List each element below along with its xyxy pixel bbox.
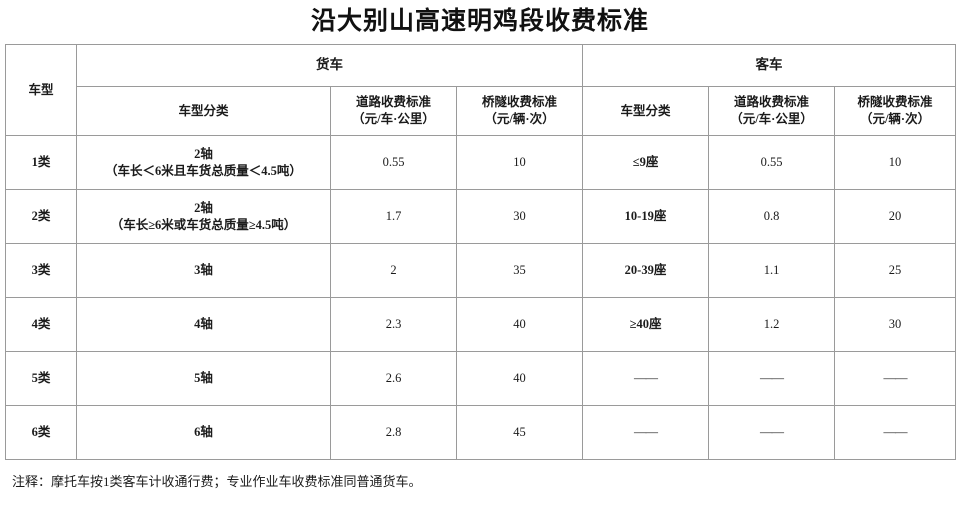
- table-footnote-row: 注释：摩托车按1类客车计收通行费；专业作业车收费标准同普通货车。: [4, 459, 957, 505]
- table-header-group-row: 车型 货车 客车: [5, 44, 957, 136]
- cell-bus-class: 10-19座: [582, 189, 710, 244]
- table-row: 3类 3轴 2 35 20-39座 1.1 25: [5, 243, 957, 298]
- table-row: 4类 4轴 2.3 40 ≥40座 1.2 30: [5, 297, 957, 352]
- cell-bus-bridge-rate: 10: [834, 135, 957, 190]
- table-row: 6类 6轴 2.8 45 —— —— ——: [5, 405, 957, 460]
- cell-truck-class: 2轴 （车长＜6米且车货总质量＜4.5吨）: [76, 135, 331, 190]
- cell-bus-bridge-rate: ——: [834, 351, 957, 406]
- header-bus-class: 车型分类: [582, 86, 710, 136]
- cell-truck-road-rate: 0.55: [330, 135, 457, 190]
- cell-bus-class: ——: [582, 405, 710, 460]
- header-group-bus: 客车: [582, 44, 957, 87]
- table-row: 1类 2轴 （车长＜6米且车货总质量＜4.5吨） 0.55 10 ≤9座 0.5…: [5, 135, 957, 190]
- cell-truck-road-rate: 1.7: [330, 189, 457, 244]
- header-bus-bridge-rate-label: 桥隧收费标准: [857, 95, 933, 110]
- cell-vehicle-type: 6类: [5, 405, 77, 460]
- cell-bus-road-rate: ——: [708, 351, 836, 406]
- cell-bus-road-rate: 1.1: [708, 243, 836, 298]
- cell-bus-bridge-rate: 30: [834, 297, 957, 352]
- header-group-truck: 货车: [75, 44, 584, 87]
- cell-truck-road-rate: 2: [330, 243, 457, 298]
- cell-truck-class: 6轴: [76, 405, 331, 460]
- toll-rate-table: 车型 货车 客车 车型分类 道路收费标准 （元/车·公里） 桥隧收费标准 （元/…: [4, 44, 957, 505]
- page-title: 沿大别山高速明鸡段收费标准: [310, 8, 649, 35]
- cell-truck-class-main: 2轴: [194, 200, 213, 215]
- header-bus-road-rate: 道路收费标准 （元/车·公里）: [708, 86, 836, 136]
- cell-bus-class: ——: [582, 351, 710, 406]
- cell-truck-road-rate: 2.3: [330, 297, 457, 352]
- cell-truck-class: 2轴 （车长≥6米或车货总质量≥4.5吨）: [76, 189, 331, 244]
- table-header-column-row: 车型分类 道路收费标准 （元/车·公里） 桥隧收费标准 （元/辆·次） 车型分类…: [6, 86, 957, 136]
- header-truck-road-rate-unit: （元/车·公里）: [352, 112, 435, 126]
- cell-truck-class-main: 4轴: [194, 317, 213, 332]
- table-row: 2类 2轴 （车长≥6米或车货总质量≥4.5吨） 1.7 30 10-19座 0…: [5, 189, 957, 244]
- toll-rate-page: 沿大别山高速明鸡段收费标准 车型 货车 客车 车型分类 道路收费标准: [4, 8, 957, 505]
- header-truck-bridge-rate-unit: （元/辆·次）: [484, 112, 555, 126]
- cell-truck-road-rate: 2.8: [330, 405, 457, 460]
- cell-truck-class-main: 3轴: [194, 263, 213, 278]
- cell-bus-class: 20-39座: [582, 243, 710, 298]
- cell-truck-bridge-rate: 35: [455, 243, 584, 298]
- header-bus-road-rate-label: 道路收费标准: [734, 95, 810, 110]
- header-vehicle-type: 车型: [5, 44, 77, 136]
- cell-bus-road-rate: ——: [708, 405, 836, 460]
- cell-truck-class-main: 6轴: [194, 425, 213, 440]
- cell-truck-class: 5轴: [76, 351, 331, 406]
- header-truck-road-rate-label: 道路收费标准: [355, 95, 431, 110]
- header-truck-class-label: 车型分类: [178, 103, 229, 118]
- cell-truck-class-main: 5轴: [194, 371, 213, 386]
- header-truck-bridge-rate-label: 桥隧收费标准: [482, 95, 558, 110]
- cell-truck-bridge-rate: 30: [455, 189, 584, 244]
- header-bus-class-label: 车型分类: [620, 103, 671, 118]
- cell-truck-class: 4轴: [76, 297, 331, 352]
- header-bus-bridge-rate-unit: （元/辆·次）: [859, 112, 931, 126]
- table-row: 5类 5轴 2.6 40 —— —— ——: [5, 351, 957, 406]
- cell-vehicle-type: 5类: [5, 351, 77, 406]
- cell-bus-bridge-rate: 20: [834, 189, 957, 244]
- cell-bus-road-rate: 1.2: [708, 297, 836, 352]
- cell-truck-class-sub: （车长≥6米或车货总质量≥4.5吨）: [110, 217, 297, 232]
- cell-truck-bridge-rate: 40: [455, 351, 584, 406]
- cell-truck-class-main: 2轴: [194, 146, 213, 161]
- cell-bus-road-rate: 0.8: [708, 189, 836, 244]
- header-truck-road-rate: 道路收费标准 （元/车·公里）: [330, 86, 457, 136]
- cell-bus-class: ≤9座: [582, 135, 710, 190]
- cell-truck-class-sub: （车长＜6米且车货总质量＜4.5吨）: [105, 163, 302, 178]
- cell-vehicle-type: 1类: [5, 135, 77, 190]
- cell-truck-class: 3轴: [76, 243, 331, 298]
- header-bus-road-rate-unit: （元/车·公里）: [730, 112, 813, 126]
- header-bus-bridge-rate: 桥隧收费标准 （元/辆·次）: [834, 86, 957, 136]
- footnote-text: 注释：摩托车按1类客车计收通行费；专业作业车收费标准同普通货车。: [4, 459, 957, 505]
- cell-truck-road-rate: 2.6: [330, 351, 457, 406]
- cell-bus-class: ≥40座: [582, 297, 710, 352]
- cell-vehicle-type: 2类: [5, 189, 77, 244]
- cell-truck-bridge-rate: 40: [455, 297, 584, 352]
- cell-bus-road-rate: 0.55: [708, 135, 836, 190]
- cell-truck-bridge-rate: 45: [455, 405, 584, 460]
- header-truck-bridge-rate: 桥隧收费标准 （元/辆·次）: [455, 86, 584, 136]
- header-truck-class: 车型分类: [76, 86, 331, 136]
- cell-bus-bridge-rate: 25: [834, 243, 957, 298]
- cell-bus-bridge-rate: ——: [834, 405, 957, 460]
- cell-vehicle-type: 4类: [5, 297, 77, 352]
- cell-vehicle-type: 3类: [5, 243, 77, 298]
- cell-truck-bridge-rate: 10: [455, 135, 584, 190]
